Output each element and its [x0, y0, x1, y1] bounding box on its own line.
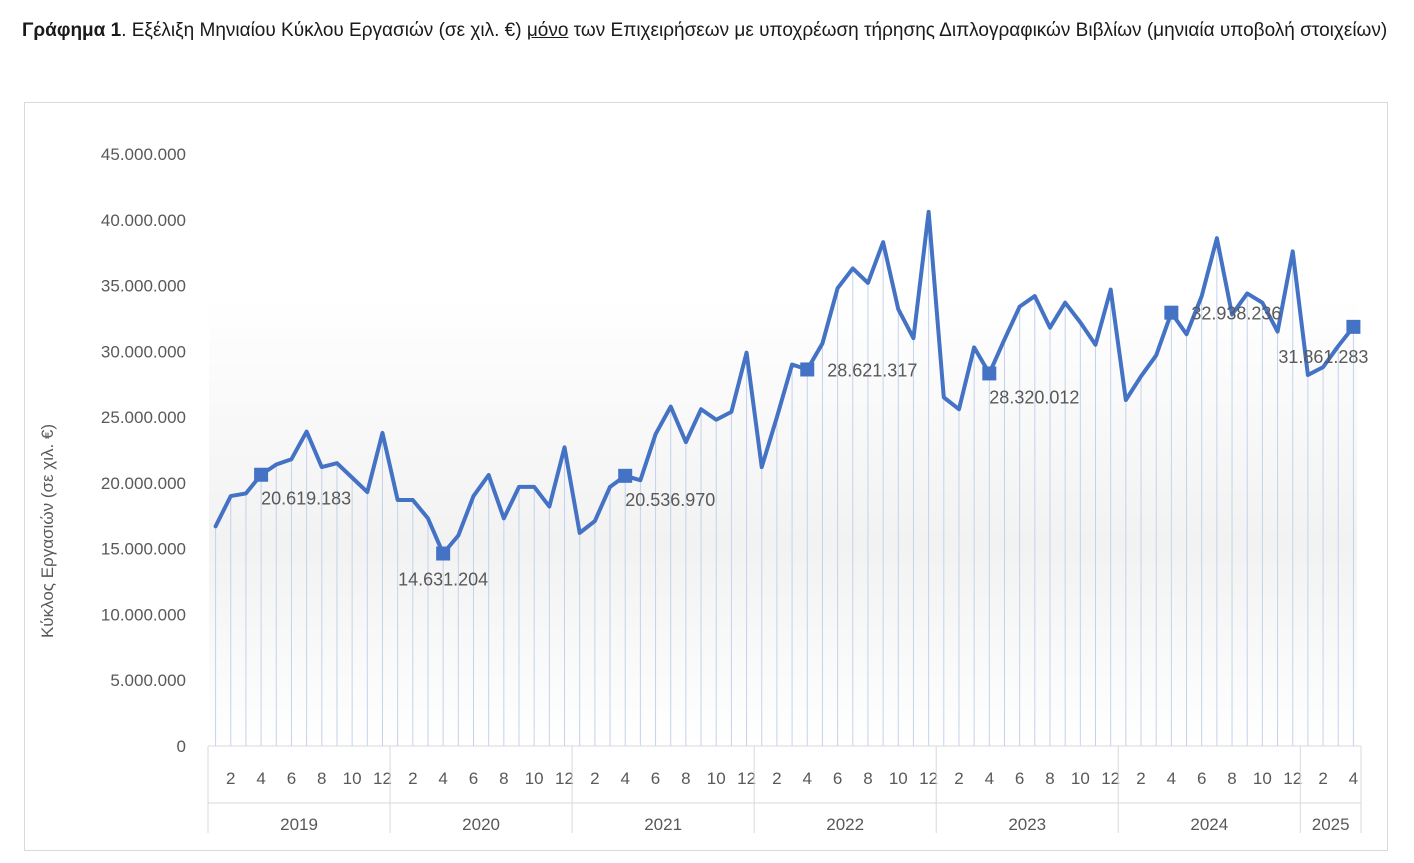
x-month-label: 4: [620, 769, 629, 788]
data-label: 31.861.283: [1278, 347, 1368, 367]
data-point-marker: [1164, 305, 1179, 320]
caption-text-end: των Επιχειρήσεων με υποχρέωση τήρησης Δι…: [568, 20, 1388, 41]
x-month-label: 4: [1167, 769, 1176, 788]
data-label: 20.619.183: [261, 489, 351, 509]
x-month-label: 10: [889, 769, 908, 788]
x-month-label: 2: [1318, 769, 1327, 788]
caption-underlined-word: μόνο: [526, 20, 569, 41]
x-axis: 2 4 6 8 10 12 2019 2 4 6 8 10 12 2020 2 4 6 8 10 12 2021 2 4 6 8…: [207, 745, 1362, 834]
figure-label: Γράφημα 1: [22, 20, 122, 41]
x-month-label: 2: [772, 769, 781, 788]
data-point-marker: [254, 467, 269, 482]
y-tick-label: 20.000.000: [101, 474, 186, 493]
y-tick-label: 5.000.000: [110, 671, 186, 690]
x-month-label: 6: [469, 769, 478, 788]
x-month-label: 2: [954, 769, 963, 788]
x-month-label: 12: [737, 769, 756, 788]
x-year-label: 2020: [462, 815, 500, 834]
line-chart: 0 5.000.000 10.000.000 15.000.000 20.000.000…: [38, 145, 1368, 834]
x-month-label: 4: [803, 769, 812, 788]
x-month-label: 8: [317, 769, 326, 788]
figure-caption: Γράφημα 1. Εξέλιξη Μηνιαίου Κύκλου Εργασ…: [22, 14, 1392, 48]
data-point-marker: [982, 366, 997, 381]
caption-text-start: . Εξέλιξη Μηνιαίου Κύκλου Εργασιών (σε χ…: [121, 20, 527, 41]
y-axis: 0 5.000.000 10.000.000 15.000.000 20.000.000…: [101, 145, 186, 756]
x-month-label: 6: [833, 769, 842, 788]
x-month-label: 2: [226, 769, 235, 788]
x-month-label: 4: [985, 769, 994, 788]
x-month-label: 2: [1136, 769, 1145, 788]
x-month-label: 2: [408, 769, 417, 788]
x-year-label: 2019: [280, 815, 318, 834]
chart-frame: 0 5.000.000 10.000.000 15.000.000 20.000.000…: [24, 102, 1388, 851]
data-label: 20.536.970: [625, 490, 715, 510]
y-tick-label: 25.000.000: [101, 408, 186, 427]
y-tick-label: 10.000.000: [101, 605, 186, 624]
data-point-marker: [436, 546, 451, 561]
x-month-label: 6: [287, 769, 296, 788]
y-tick-label: 35.000.000: [101, 277, 186, 296]
y-tick-label: 30.000.000: [101, 342, 186, 361]
x-month-label: 4: [1349, 769, 1358, 788]
x-month-label: 4: [438, 769, 447, 788]
plot-area-shading: [209, 296, 1357, 746]
y-tick-label: 0: [177, 737, 186, 756]
x-month-label: 6: [651, 769, 660, 788]
data-label: 28.621.317: [827, 360, 917, 380]
y-tick-label: 45.000.000: [101, 145, 186, 164]
x-month-label: 12: [1101, 769, 1120, 788]
x-year-label: 2023: [1008, 815, 1046, 834]
x-month-label: 10: [1071, 769, 1090, 788]
x-month-label: 10: [343, 769, 362, 788]
data-point-marker: [618, 468, 633, 483]
series-line: [213, 209, 1356, 556]
x-month-label: 12: [1283, 769, 1302, 788]
drop-lines: [215, 211, 1354, 746]
x-month-label: 8: [499, 769, 508, 788]
data-point-marker: [1346, 319, 1361, 334]
x-month-label: 8: [863, 769, 872, 788]
x-month-label: 12: [373, 769, 392, 788]
y-axis-title: Κύκλος Εργασιών (σε χιλ. €): [38, 424, 57, 638]
x-month-label: 10: [1253, 769, 1272, 788]
data-label: 28.320.012: [989, 387, 1079, 407]
x-month-label: 6: [1197, 769, 1206, 788]
x-year-label: 2024: [1190, 815, 1228, 834]
x-month-label: 12: [919, 769, 938, 788]
y-tick-label: 15.000.000: [101, 540, 186, 559]
x-year-label: 2022: [826, 815, 864, 834]
x-month-label: 6: [1015, 769, 1024, 788]
x-month-label: 10: [525, 769, 544, 788]
y-tick-label: 40.000.000: [101, 211, 186, 230]
x-month-label: 4: [256, 769, 265, 788]
x-month-label: 2: [590, 769, 599, 788]
x-month-label: 10: [707, 769, 726, 788]
x-month-label: 12: [555, 769, 574, 788]
x-year-label: 2021: [644, 815, 682, 834]
data-point-marker: [800, 362, 815, 377]
data-label: 32.938.236: [1191, 304, 1281, 324]
x-month-label: 8: [1227, 769, 1236, 788]
x-month-label: 8: [1045, 769, 1054, 788]
annotation-markers: 20.619.183 14.631.204 20.536.970 28.621.317…: [254, 304, 1368, 590]
x-month-label: 8: [681, 769, 690, 788]
data-label: 14.631.204: [398, 570, 488, 590]
x-year-label: 2025: [1312, 815, 1350, 834]
